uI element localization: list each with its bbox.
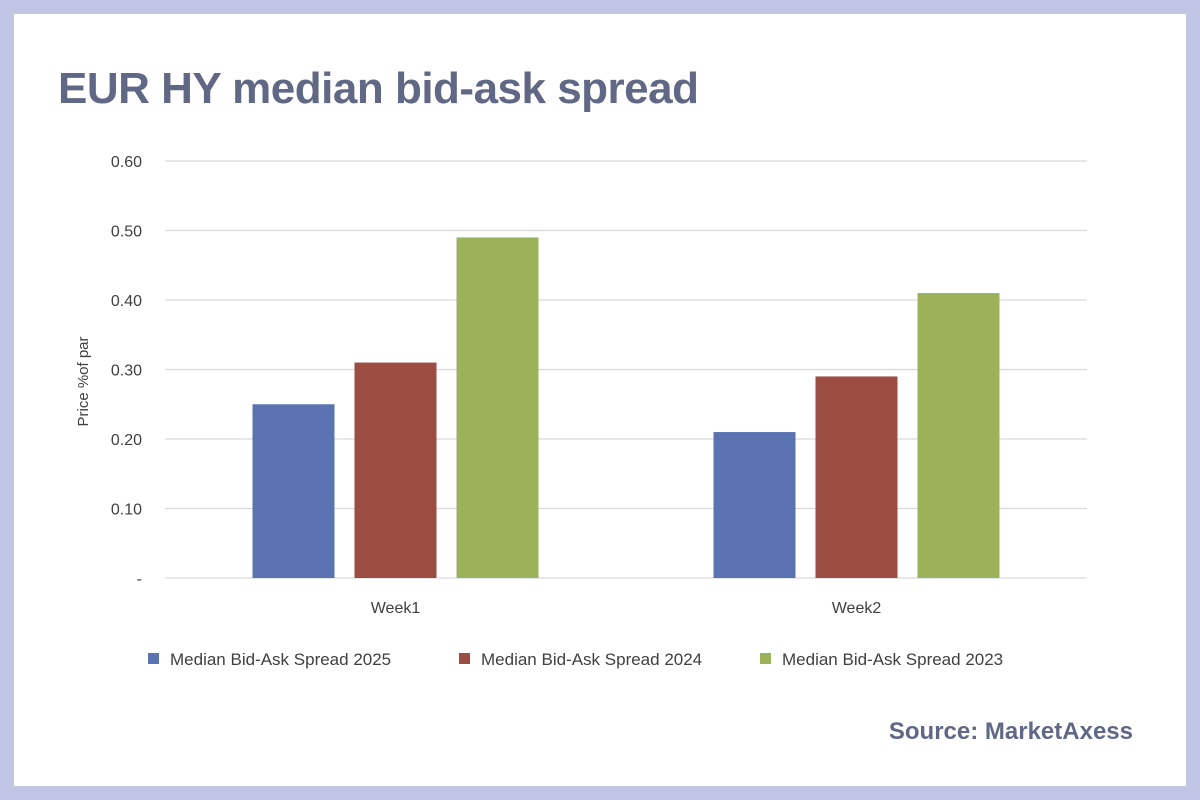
- y-tick-label: 0.10: [111, 502, 142, 519]
- axis-labels: - 0.10 0.20 0.30 0.40 0.50 0.60 Week1 Week2 Price…: [75, 154, 881, 617]
- chart-title: EUR HY median bid-ask spread: [58, 64, 699, 113]
- y-tick-label: 0.50: [111, 224, 142, 241]
- legend-label: Median Bid-Ask Spread 2023: [782, 650, 1003, 669]
- legend: Median Bid-Ask Spread 2025 Median Bid-Ask…: [148, 650, 1003, 669]
- legend-swatch: [148, 653, 159, 664]
- legend-label: Median Bid-Ask Spread 2025: [170, 650, 391, 669]
- y-tick-label: 0.30: [111, 363, 142, 380]
- x-category-label: Week2: [832, 600, 882, 617]
- legend-label: Median Bid-Ask Spread 2024: [481, 650, 702, 669]
- bar: [456, 237, 539, 578]
- bars: [252, 237, 1000, 578]
- y-tick-label: 0.40: [111, 293, 142, 310]
- legend-swatch: [459, 653, 470, 664]
- y-axis-title: Price %of par: [75, 336, 92, 426]
- bar: [713, 432, 796, 578]
- y-tick-label: 0.20: [111, 432, 142, 449]
- bar: [354, 362, 437, 578]
- bar: [917, 293, 1000, 578]
- bar: [815, 376, 898, 578]
- x-category-label: Week1: [371, 600, 421, 617]
- source-note: Source: MarketAxess: [888, 718, 1133, 745]
- legend-swatch: [760, 653, 771, 664]
- y-tick-label: -: [137, 571, 142, 588]
- bar: [252, 404, 335, 578]
- y-tick-label: 0.60: [111, 154, 142, 171]
